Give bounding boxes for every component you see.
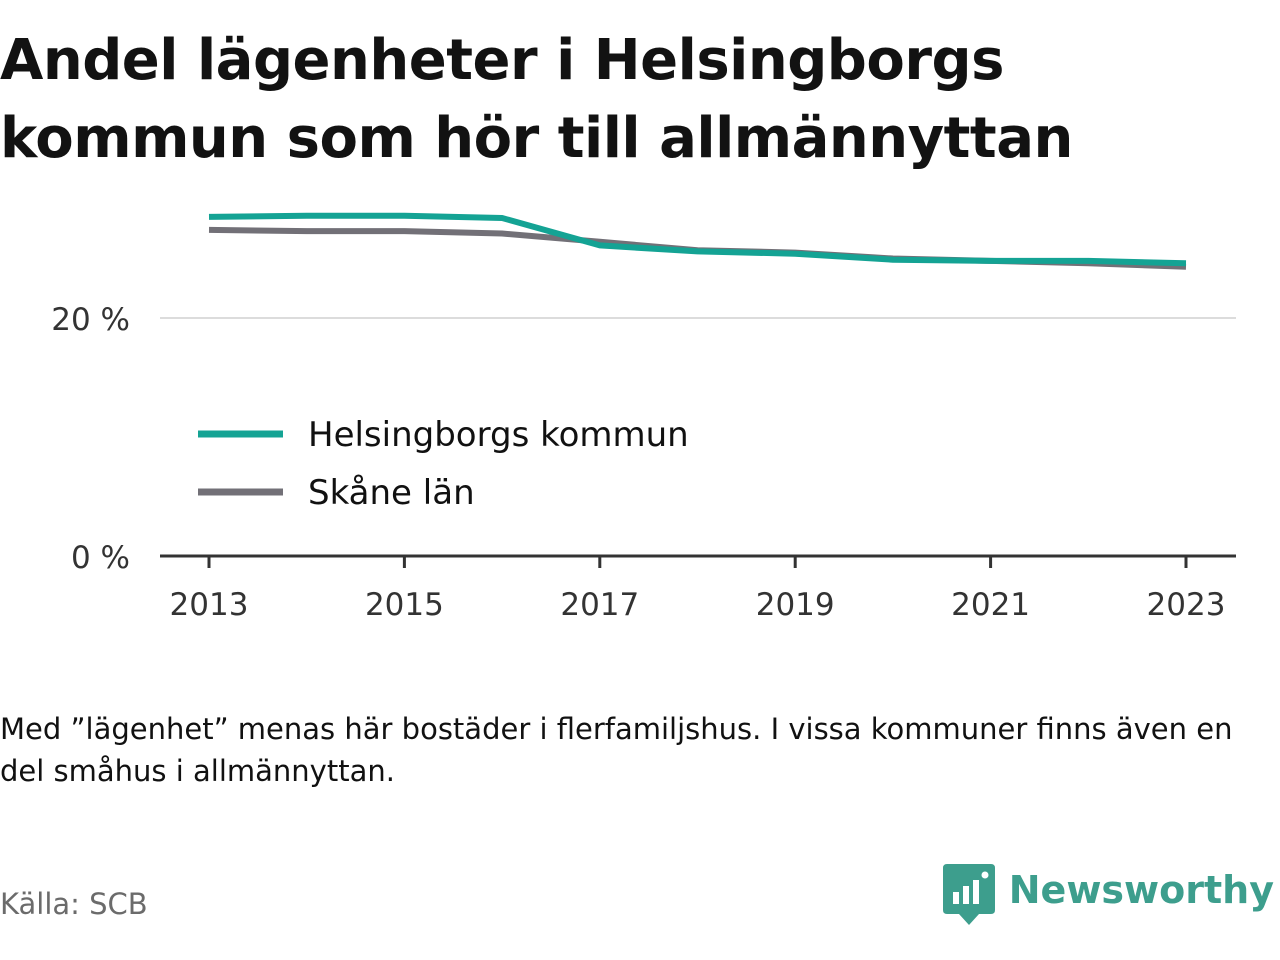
bar-chart-speech-bubble-icon xyxy=(942,864,995,925)
legend: Helsingborgs kommun Skåne län xyxy=(198,415,689,513)
y-tick-label: 0 % xyxy=(71,540,130,576)
y-axis: 0 % 20 % xyxy=(51,302,130,576)
x-tick-label: 2013 xyxy=(170,587,249,623)
x-axis: 2013 2015 2017 2019 2021 2023 xyxy=(160,554,1236,623)
source-label: Källa: SCB xyxy=(0,887,148,921)
x-tick-label: 2023 xyxy=(1147,587,1226,623)
chart-note: Med ”lägenhet” menas här bostäder i fler… xyxy=(0,712,1233,788)
legend-label: Skåne län xyxy=(308,473,475,513)
x-tick-label: 2019 xyxy=(756,587,835,623)
legend-label: Helsingborgs kommun xyxy=(308,415,689,455)
x-tick-label: 2021 xyxy=(951,587,1030,623)
x-tick-label: 2017 xyxy=(560,587,639,623)
y-tick-label: 20 % xyxy=(51,302,130,338)
x-tick-label: 2015 xyxy=(365,587,444,623)
newsworthy-logo: Newsworthy xyxy=(942,864,1274,926)
line-chart: 2013 2015 2017 2019 2021 2023 0 % 20 % Helsing… xyxy=(51,212,1236,623)
chart-title: Andel lägenheter i Helsingborgs kommun s… xyxy=(0,28,1073,171)
series-line-1 xyxy=(208,212,1187,267)
series-lines xyxy=(208,212,1187,270)
brand-name: Newsworthy xyxy=(1008,868,1274,912)
